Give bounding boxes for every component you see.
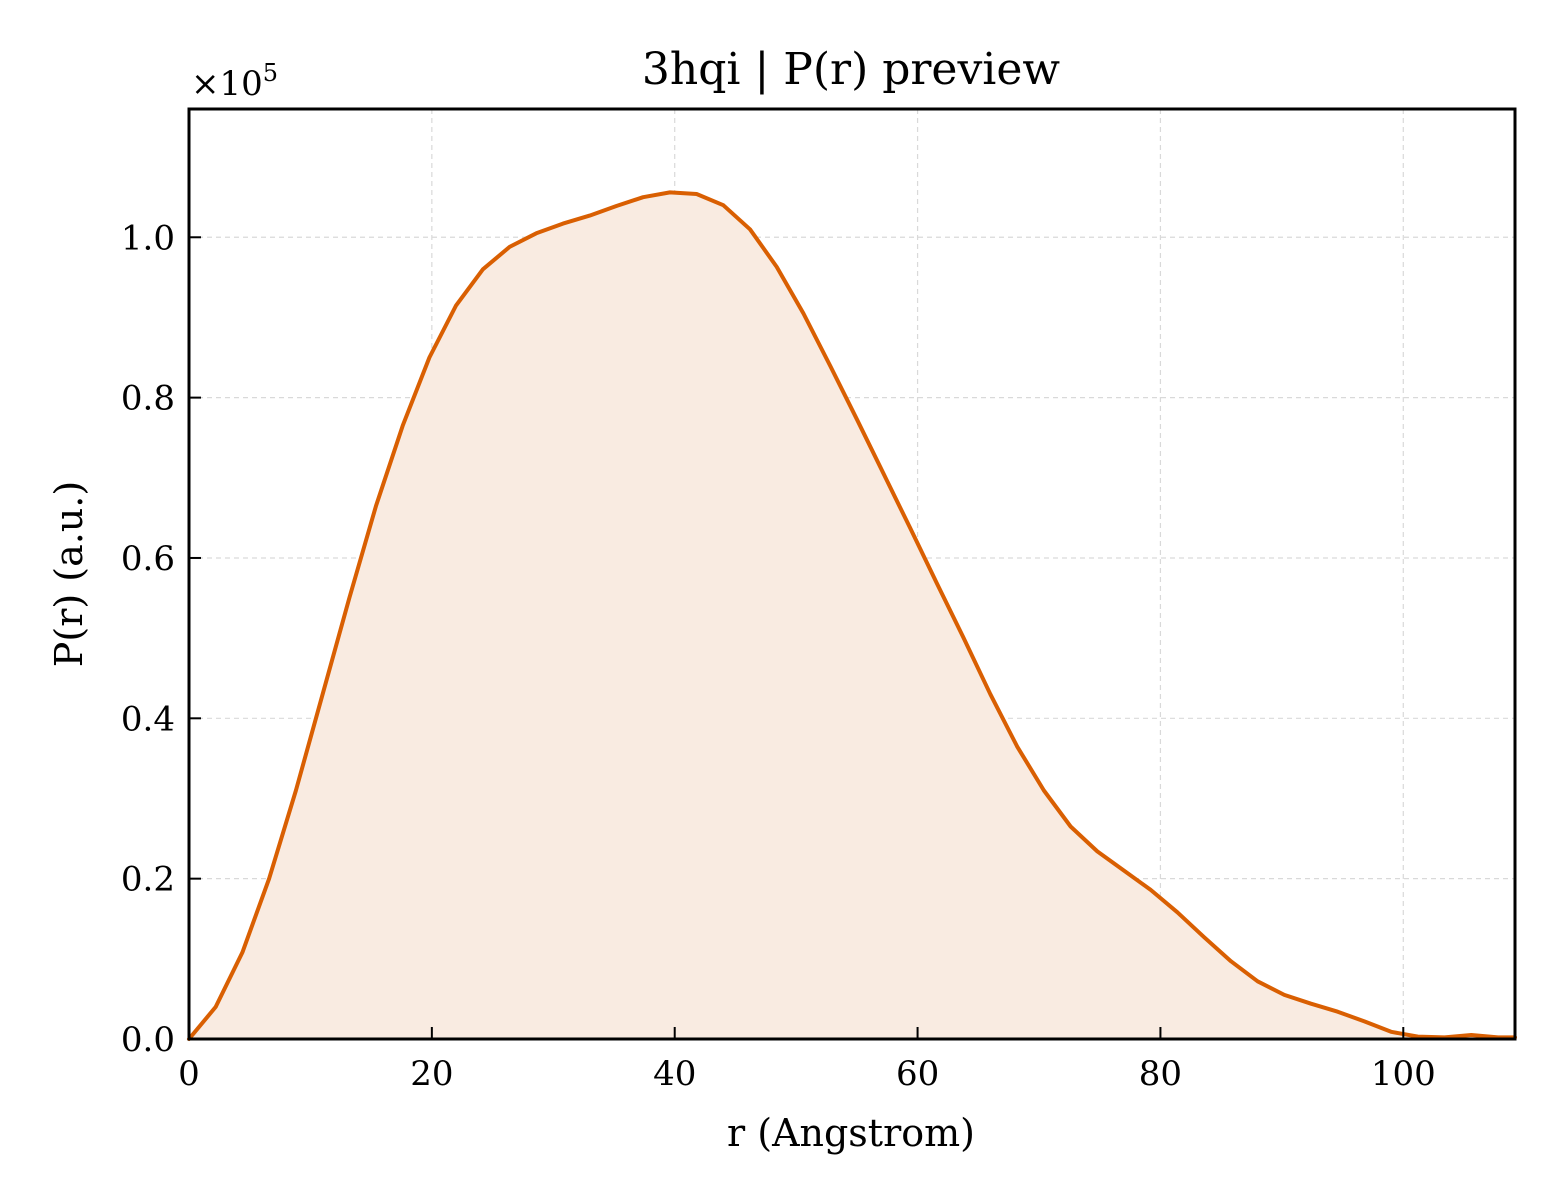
y-tick-label: 0.2 [121, 860, 175, 900]
y-offset-base: ×10 [191, 64, 263, 104]
x-tick-label: 20 [410, 1054, 453, 1094]
data-point [347, 596, 351, 600]
data-point [588, 214, 592, 218]
data-point [1389, 1030, 1393, 1034]
data-point [1282, 993, 1286, 997]
data-point [748, 227, 752, 231]
data-point [1122, 869, 1126, 873]
data-point [1095, 849, 1099, 853]
x-tick-label: 40 [653, 1054, 696, 1094]
data-point [695, 192, 699, 196]
data-point [935, 582, 939, 586]
data-point [1175, 910, 1179, 914]
data-point [321, 692, 325, 696]
data-point [1469, 1033, 1473, 1037]
data-point [534, 231, 538, 235]
data-point [294, 789, 298, 792]
x-tick-label: 0 [178, 1054, 200, 1094]
data-point [1309, 1002, 1313, 1006]
data-point [481, 267, 485, 271]
data-point [1256, 979, 1260, 983]
y-tick-label: 1.0 [121, 218, 175, 258]
y-axis-label: P(r) (a.u.) [47, 481, 91, 667]
data-point [721, 203, 725, 207]
data-point [401, 424, 405, 428]
y-offset-label: ×105 [191, 59, 278, 104]
x-tick-label: 60 [896, 1054, 939, 1094]
data-point [828, 364, 832, 368]
pr-area-fill [189, 192, 1515, 1039]
data-point [1069, 825, 1073, 828]
x-tick-label: 100 [1371, 1054, 1436, 1094]
data-point [1416, 1035, 1420, 1039]
data-point [454, 303, 458, 307]
data-points [187, 190, 1517, 1041]
chart-title: 3hqi | P(r) preview [642, 44, 1061, 95]
plot-frame [187, 107, 1517, 1041]
data-point [908, 526, 912, 530]
data-point [988, 692, 992, 696]
data-point [1015, 744, 1019, 748]
data-point [775, 265, 779, 269]
y-offset-exponent: 5 [263, 59, 278, 87]
data-point [427, 356, 431, 359]
y-tick-label: 0.6 [121, 539, 175, 579]
tick-layer: 0 20 40 60 80 100 0.0 0.2 0.4 0.6 0.8 1.0 [121, 218, 1436, 1094]
x-axis-label: r (Angstrom) [727, 1111, 975, 1155]
data-point [1149, 888, 1153, 892]
y-tick-label: 0.0 [121, 1020, 175, 1060]
data-point [1202, 935, 1206, 939]
data-point [374, 504, 378, 508]
data-point [240, 950, 244, 954]
data-point [801, 311, 805, 315]
data-point [1362, 1019, 1366, 1023]
y-tick-label: 0.4 [121, 699, 175, 739]
data-point [962, 636, 966, 640]
data-point [641, 195, 645, 199]
data-point [668, 190, 672, 194]
x-tick-label: 80 [1139, 1054, 1182, 1094]
data-point [1042, 789, 1046, 792]
data-point [561, 222, 565, 226]
data-point [882, 472, 886, 476]
data-point [614, 204, 618, 208]
data-point [1336, 1010, 1340, 1014]
data-point [508, 245, 512, 249]
data-point [267, 877, 271, 881]
data-point [214, 1005, 218, 1009]
y-tick-label: 0.8 [121, 379, 175, 419]
data-point [1229, 959, 1233, 963]
data-point [855, 417, 859, 421]
